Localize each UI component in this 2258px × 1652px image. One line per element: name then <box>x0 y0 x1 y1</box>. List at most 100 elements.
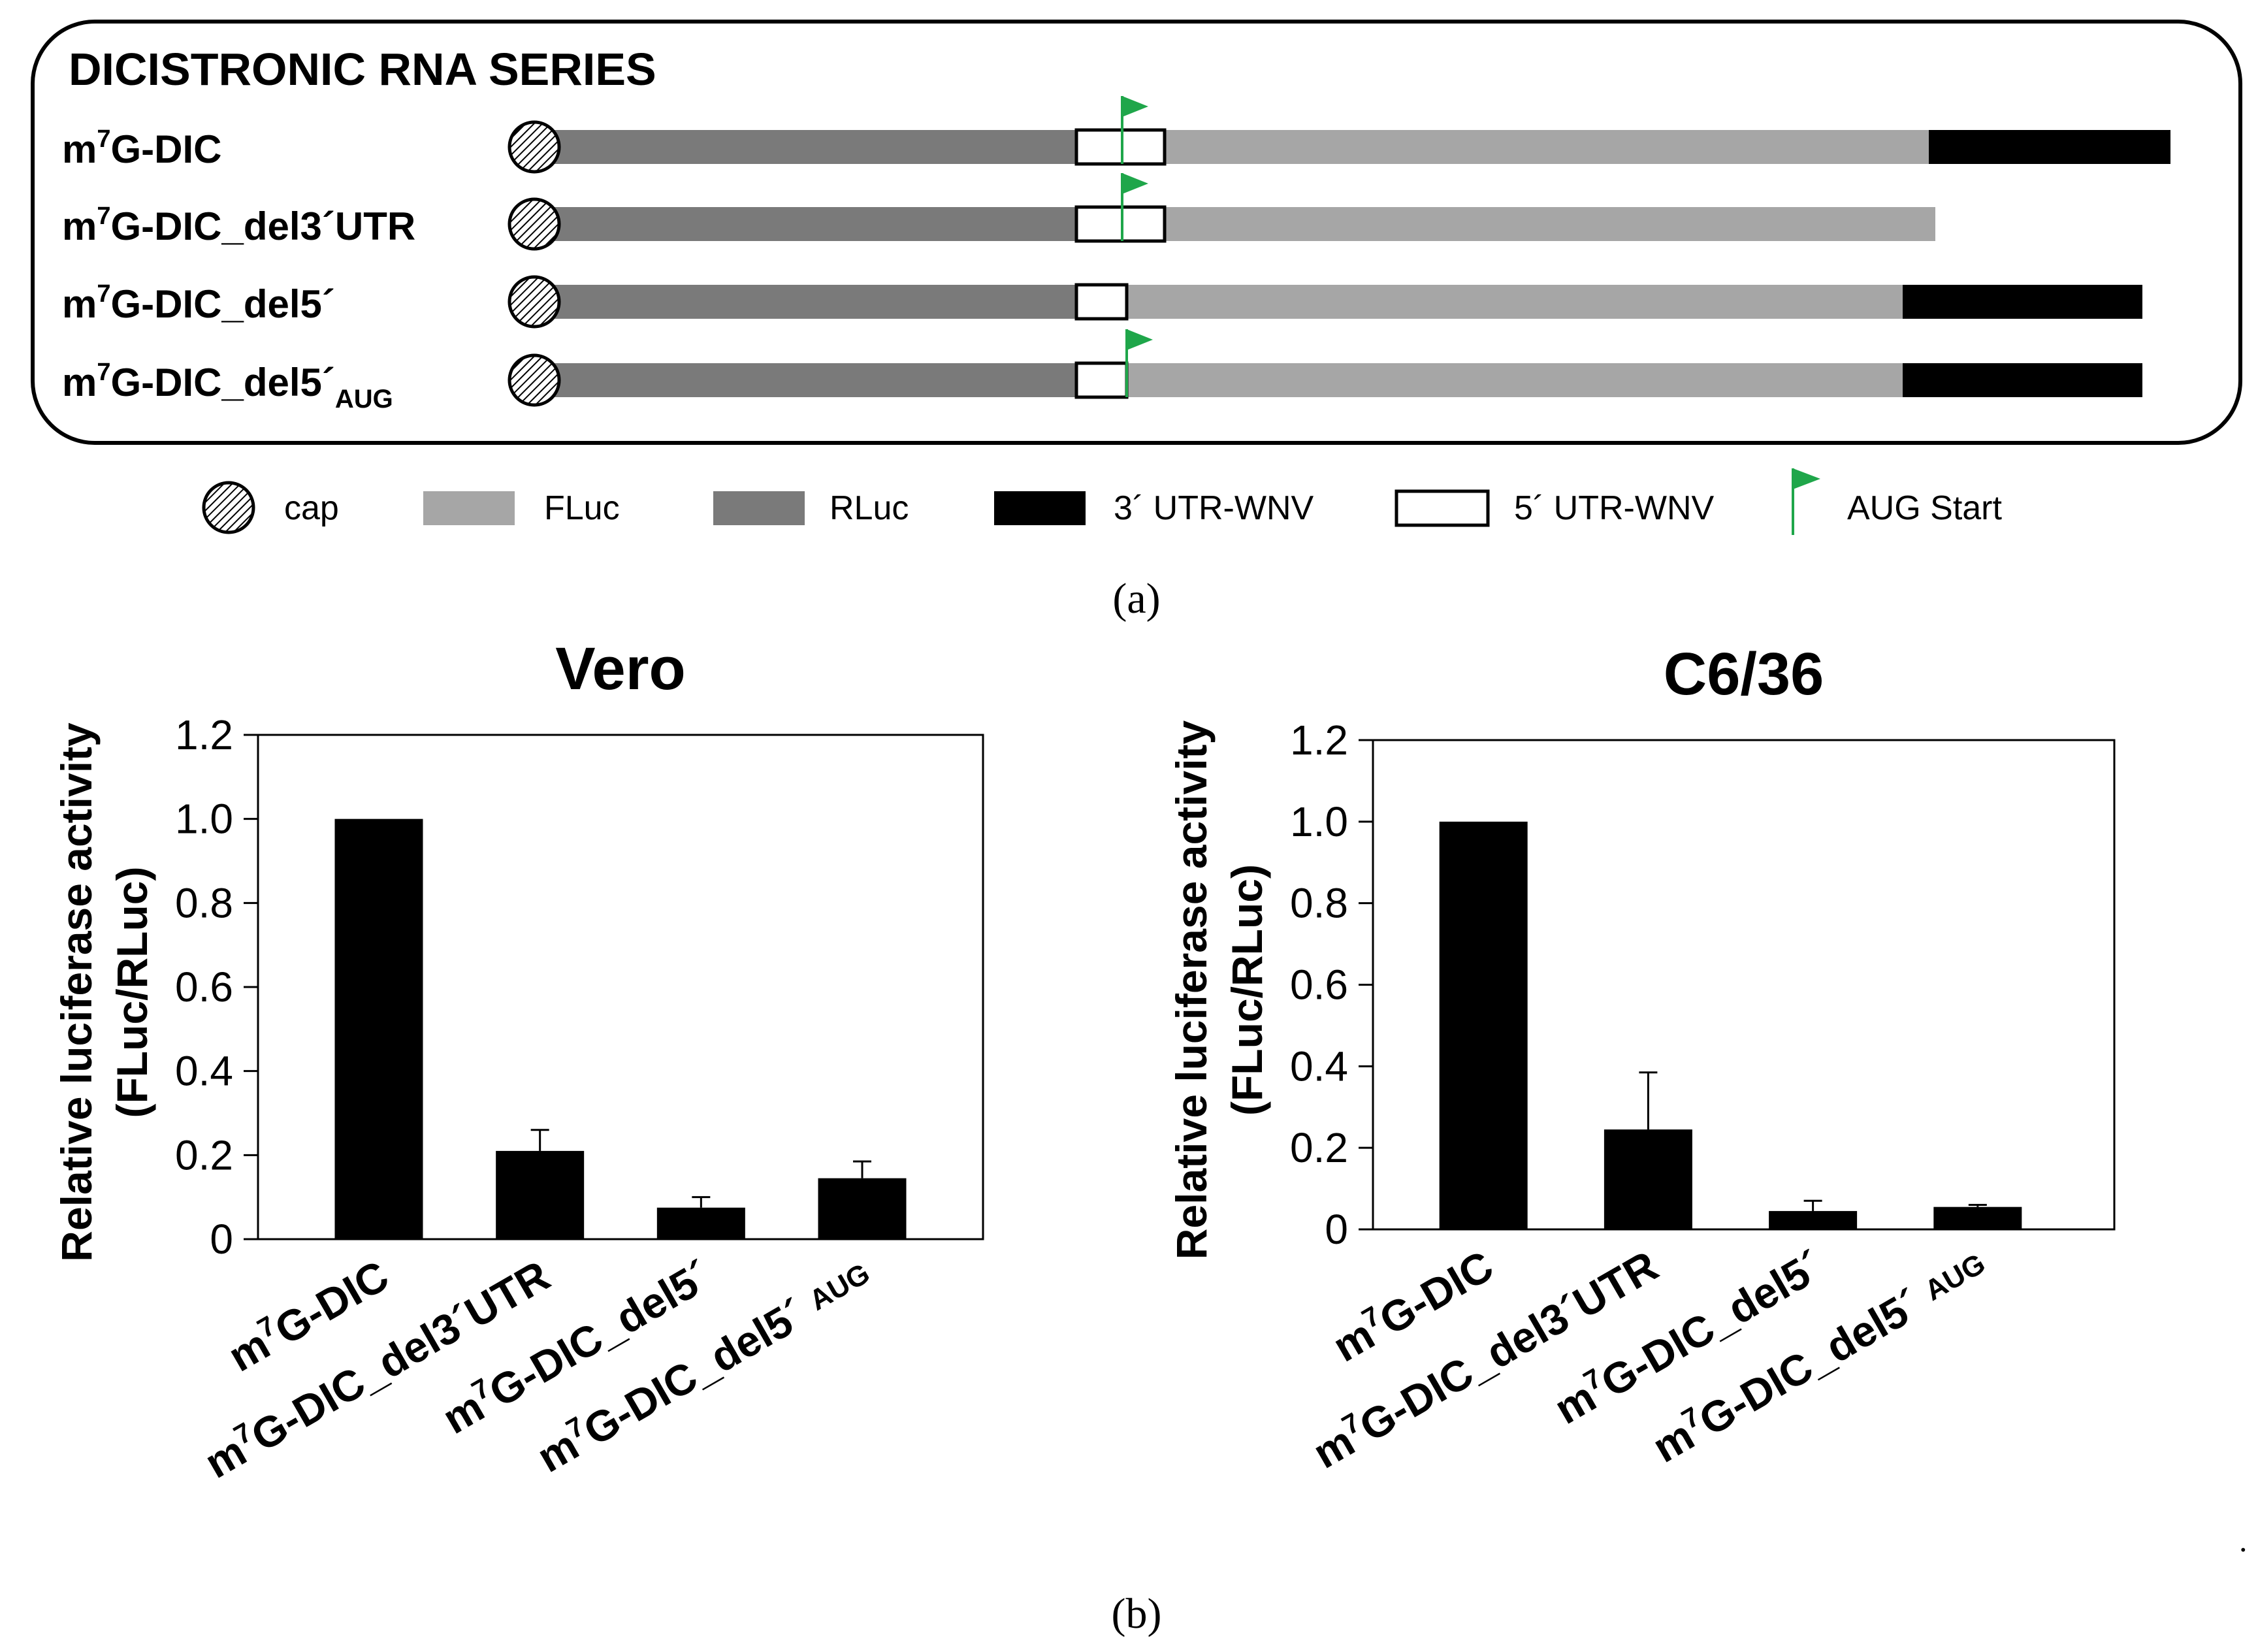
legend-label: 3´ UTR-WNV <box>1114 489 1314 527</box>
utr5-segment <box>1074 128 1167 166</box>
x-tick-sub: AUG <box>1920 1248 1991 1307</box>
cap-icon <box>508 197 561 251</box>
construct-name: G-DIC_del5´ <box>111 361 335 404</box>
legend-label: 5´ UTR-WNV <box>1514 489 1715 527</box>
y-tick-label: 1.2 <box>1290 717 1348 764</box>
rluc-segment <box>554 363 1076 397</box>
aug-flag-icon <box>1122 173 1148 194</box>
legend-swatch <box>713 491 805 525</box>
bar <box>496 1150 585 1239</box>
y-tick-label: 0 <box>1325 1206 1348 1253</box>
rluc-segment <box>554 285 1076 319</box>
fluc-segment <box>1165 207 1935 241</box>
legend-item-utr5: 5´ UTR-WNV <box>1395 489 1715 527</box>
construct-sub: AUG <box>335 385 393 413</box>
legend-item-utr3: 3´ UTR-WNV <box>994 489 1314 527</box>
utr3-segment <box>1929 130 2170 164</box>
panel-a: DICISTRONIC RNA SERIES m7G-DICm7G-DIC_de… <box>31 20 2242 623</box>
y-tick-label: 0.8 <box>175 879 233 926</box>
aug-flag-icon <box>1127 329 1153 350</box>
y-tick-label: 0 <box>210 1216 233 1263</box>
panel-b-caption: (b) <box>1112 1590 1162 1638</box>
legend-label: cap <box>284 489 339 527</box>
panel-a-caption: (a) <box>1112 575 1160 623</box>
construct-sup: 7 <box>97 125 110 153</box>
y-tick-label: 0.2 <box>175 1131 233 1178</box>
legend-item-aug: AUG Start <box>1792 468 2002 535</box>
legend-swatch <box>994 491 1086 525</box>
construct-row: m7G-DIC <box>62 96 2170 174</box>
x-tick-name: G-DIC_del3´UTR <box>243 1251 558 1461</box>
y-tick-label: 0.4 <box>175 1048 233 1095</box>
legend-swatch <box>423 491 515 525</box>
construct-row: m7G-DIC_del5´ <box>62 275 2142 329</box>
fluc-segment <box>1127 285 1903 319</box>
cap-icon <box>202 481 255 534</box>
y-axis-label: Relative luciferase activity <box>52 722 101 1262</box>
legend-item-cap: cap <box>202 481 339 534</box>
y-tick-label: 1.0 <box>1290 798 1348 845</box>
construct-row: m7G-DIC_del3´UTR <box>62 173 1935 251</box>
chart-c636: C6/36 0 0.2 0.4 0.6 0.8 1.0 1.2 Relative lucifer… <box>1167 641 2116 1478</box>
rluc-segment <box>554 130 1076 164</box>
panel-a-title: DICISTRONIC RNA SERIES <box>69 44 656 95</box>
utr5-segment <box>1074 361 1129 399</box>
utr5-segment <box>1074 283 1129 321</box>
bar <box>1933 1207 2022 1229</box>
y-axis-label: (FLuc/RLuc) <box>108 867 156 1118</box>
construct-label: m7G-DIC <box>62 125 221 171</box>
construct-prefix: m <box>62 361 97 404</box>
bar <box>818 1178 907 1239</box>
bar <box>1439 821 1528 1229</box>
legend-label: AUG Start <box>1847 489 2002 527</box>
legend-label: RLuc <box>830 489 909 527</box>
construct-name: G-DIC <box>111 127 222 171</box>
cap-icon <box>508 275 561 329</box>
legend-label: FLuc <box>544 489 620 527</box>
y-tick-label: 0.8 <box>1290 880 1348 927</box>
legend-item-fluc: FLuc <box>423 489 620 527</box>
fluc-segment <box>1127 363 1903 397</box>
aug-flag-icon <box>1122 96 1148 117</box>
y-tick-label: 1.0 <box>175 796 233 843</box>
y-axis-label: (FLuc/RLuc) <box>1223 864 1271 1116</box>
x-tick-sub: AUG <box>804 1257 875 1317</box>
bar <box>1604 1129 1692 1229</box>
construct-prefix: m <box>62 204 97 248</box>
construct-name: G-DIC_del3´UTR <box>111 204 416 248</box>
aug-flag-icon <box>1793 468 1820 489</box>
utr5-segment <box>1074 205 1167 243</box>
fluc-segment <box>1165 130 1929 164</box>
bar <box>1769 1210 1858 1229</box>
y-tick-label: 0.2 <box>1290 1124 1348 1171</box>
legend-item-rluc: RLuc <box>713 489 909 527</box>
construct-sup: 7 <box>97 359 110 386</box>
construct-prefix: m <box>62 282 97 326</box>
y-tick-label: 0.6 <box>1290 962 1348 1009</box>
legend: cap FLuc RLuc 3´ UTR-WNV 5´ UTR-WNV AUG Start <box>202 468 2002 535</box>
bar <box>334 818 423 1239</box>
construct-sup: 7 <box>97 202 110 230</box>
y-tick-label: 1.2 <box>175 711 233 758</box>
construct-prefix: m <box>62 127 97 171</box>
x-tick-name: G-DIC <box>266 1251 396 1354</box>
legend-swatch <box>1395 489 1490 527</box>
y-tick-label: 0.6 <box>175 964 233 1011</box>
bar <box>656 1207 745 1239</box>
construct-row: m7G-DIC_del5´AUG <box>62 329 2142 413</box>
chart-vero: Vero 0 0.2 0.4 0.6 0.8 1.0 1.2 Relative lucifera… <box>52 636 984 1487</box>
rluc-segment <box>554 207 1076 241</box>
chart-title: Vero <box>555 636 685 702</box>
cap-icon <box>508 120 561 174</box>
cap-icon <box>508 353 561 407</box>
utr3-segment <box>1903 285 2142 319</box>
y-axis-label: Relative luciferase activity <box>1167 720 1216 1259</box>
y-tick-label: 0.4 <box>1290 1043 1348 1090</box>
construct-label: m7G-DIC_del5´ <box>62 280 335 326</box>
trailing-period: . <box>2239 1522 2248 1559</box>
construct-sup: 7 <box>97 280 110 308</box>
x-tick-name: G-DIC_del3´UTR <box>1351 1241 1666 1451</box>
construct-label: m7G-DIC_del5´AUG <box>62 359 393 413</box>
